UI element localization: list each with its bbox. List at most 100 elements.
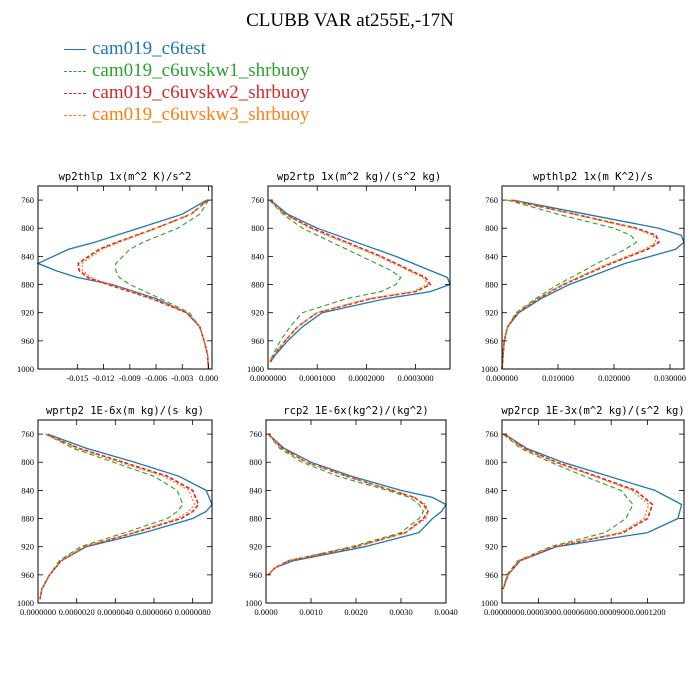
legend-line — [64, 93, 86, 94]
x-tick-label: 0.0010 — [299, 607, 322, 617]
y-tick-label: 840 — [249, 485, 262, 495]
series-line-2 — [39, 433, 184, 600]
y-tick-label: 960 — [485, 570, 498, 580]
y-tick-label: 800 — [21, 223, 34, 233]
y-tick-label: 800 — [485, 457, 498, 467]
y-tick-label: 920 — [485, 308, 498, 318]
y-tick-label: 960 — [249, 570, 262, 580]
series-line-2 — [269, 199, 402, 363]
x-tick-label: 0.0000300 — [520, 607, 556, 617]
x-tick-label: 0.0000 — [254, 607, 277, 617]
x-tick-label: -0.009 — [119, 373, 141, 383]
series-line-2 — [502, 433, 634, 590]
legend-line — [64, 49, 86, 50]
x-tick-label: 0.0000060 — [136, 607, 172, 617]
x-tick-label: 0.000 — [199, 373, 218, 383]
chart-panel-1: wp2thlp 1x(m^2 K)/s^2 760 800 840 880 920 960 1… — [17, 171, 218, 383]
panel-title: wp2thlp 1x(m^2 K)/s^2 — [59, 171, 192, 183]
y-tick-label: 1000 — [247, 364, 264, 374]
series-line-3 — [501, 199, 660, 370]
x-tick-label: 0.020000 — [598, 373, 630, 383]
series-line-4 — [39, 433, 196, 600]
y-tick-label: 960 — [21, 570, 34, 580]
series-line-3 — [267, 433, 429, 576]
x-tick-label: -0.012 — [93, 373, 115, 383]
legend-label: cam019_c6uvskw1_shrbuoy — [92, 60, 310, 81]
series-line-4 — [502, 433, 650, 590]
series-line-1 — [267, 433, 447, 576]
panel-title: rcp2 1E-6x(kg^2)/(kg^2) — [283, 405, 428, 417]
x-tick-label: 0.0000040 — [97, 607, 133, 617]
x-tick-label: -0.015 — [66, 373, 88, 383]
plot-frame — [265, 419, 447, 604]
x-tick-label: 0.0001000 — [299, 373, 335, 383]
x-tick-label: 0.0030 — [389, 607, 412, 617]
y-tick-label: 760 — [249, 429, 262, 439]
series-line-2 — [267, 433, 425, 576]
y-tick-label: 880 — [21, 514, 34, 524]
series-line-1 — [502, 433, 683, 590]
legend-label: cam019_c6test — [92, 38, 206, 59]
y-tick-label: 880 — [21, 280, 34, 290]
y-tick-label: 760 — [21, 429, 34, 439]
y-tick-label: 920 — [251, 308, 264, 318]
series-line-3 — [77, 199, 210, 370]
panel-title: wpthlp2 1x(m K^2)/s — [533, 171, 653, 183]
chart-panel-5: rcp2 1E-6x(kg^2)/(kg^2) 760 800 840 880 920 96… — [245, 405, 458, 617]
y-tick-label: 840 — [21, 485, 34, 495]
series-line-1 — [39, 433, 213, 600]
y-tick-label: 1000 — [481, 598, 498, 608]
series-line-3 — [39, 433, 200, 600]
y-tick-label: 1000 — [245, 598, 262, 608]
legend-label: cam019_c6uvskw3_shrbuoy — [92, 104, 310, 125]
panel-title: wp2rcp 1E-3x(m^2 kg)/(s^2 kg) — [501, 405, 684, 417]
y-tick-label: 880 — [485, 280, 498, 290]
x-tick-label: 0.0000020 — [59, 607, 95, 617]
y-tick-label: 800 — [249, 457, 262, 467]
chart-panel-2: wp2rtp 1x(m^2 kg)/(s^2 kg) 760 800 840 880 92… — [247, 171, 451, 383]
y-tick-label: 880 — [251, 280, 264, 290]
y-tick-label: 800 — [21, 457, 34, 467]
x-tick-label: -0.003 — [171, 373, 193, 383]
figure-title: CLUBB VAR at255E,-17N — [246, 10, 454, 31]
series-line-4 — [269, 199, 429, 363]
plot-frame — [501, 185, 685, 370]
panel-title: wp2rtp 1x(m^2 kg)/(s^2 kg) — [277, 171, 441, 183]
y-tick-label: 960 — [251, 336, 264, 346]
x-tick-label: 0.030000 — [654, 373, 686, 383]
series-line-3 — [269, 199, 432, 363]
y-tick-label: 920 — [485, 542, 498, 552]
y-tick-label: 760 — [485, 429, 498, 439]
y-tick-label: 800 — [251, 223, 264, 233]
y-tick-label: 760 — [21, 195, 34, 205]
series-line-4 — [267, 433, 429, 576]
plot-frame — [37, 185, 213, 370]
y-tick-label: 960 — [21, 336, 34, 346]
y-tick-label: 880 — [249, 514, 262, 524]
x-tick-label: 0.0001200 — [630, 607, 666, 617]
series-line-4 — [81, 199, 210, 370]
x-tick-label: -0.006 — [145, 373, 167, 383]
series-line-1 — [269, 199, 451, 363]
x-tick-label: 0.0000900 — [593, 607, 629, 617]
y-tick-label: 840 — [21, 251, 34, 261]
y-tick-label: 760 — [485, 195, 498, 205]
y-tick-label: 920 — [249, 542, 262, 552]
y-tick-label: 880 — [485, 514, 498, 524]
legend-label: cam019_c6uvskw2_shrbuoy — [92, 82, 310, 103]
x-tick-label: 0.0000000 — [250, 373, 286, 383]
x-tick-label: 0.0002000 — [348, 373, 384, 383]
x-tick-label: 0.0003000 — [398, 373, 434, 383]
x-tick-label: 0.0020 — [344, 607, 367, 617]
y-tick-label: 960 — [485, 336, 498, 346]
x-tick-label: 0.0000600 — [557, 607, 593, 617]
series-line-1 — [501, 199, 685, 370]
y-tick-label: 800 — [485, 223, 498, 233]
y-tick-label: 760 — [251, 195, 264, 205]
x-tick-label: 0.0000080 — [175, 607, 211, 617]
y-tick-label: 1000 — [481, 364, 498, 374]
y-tick-label: 1000 — [17, 598, 34, 608]
y-tick-label: 920 — [21, 542, 34, 552]
x-tick-label: 0.0040 — [434, 607, 457, 617]
